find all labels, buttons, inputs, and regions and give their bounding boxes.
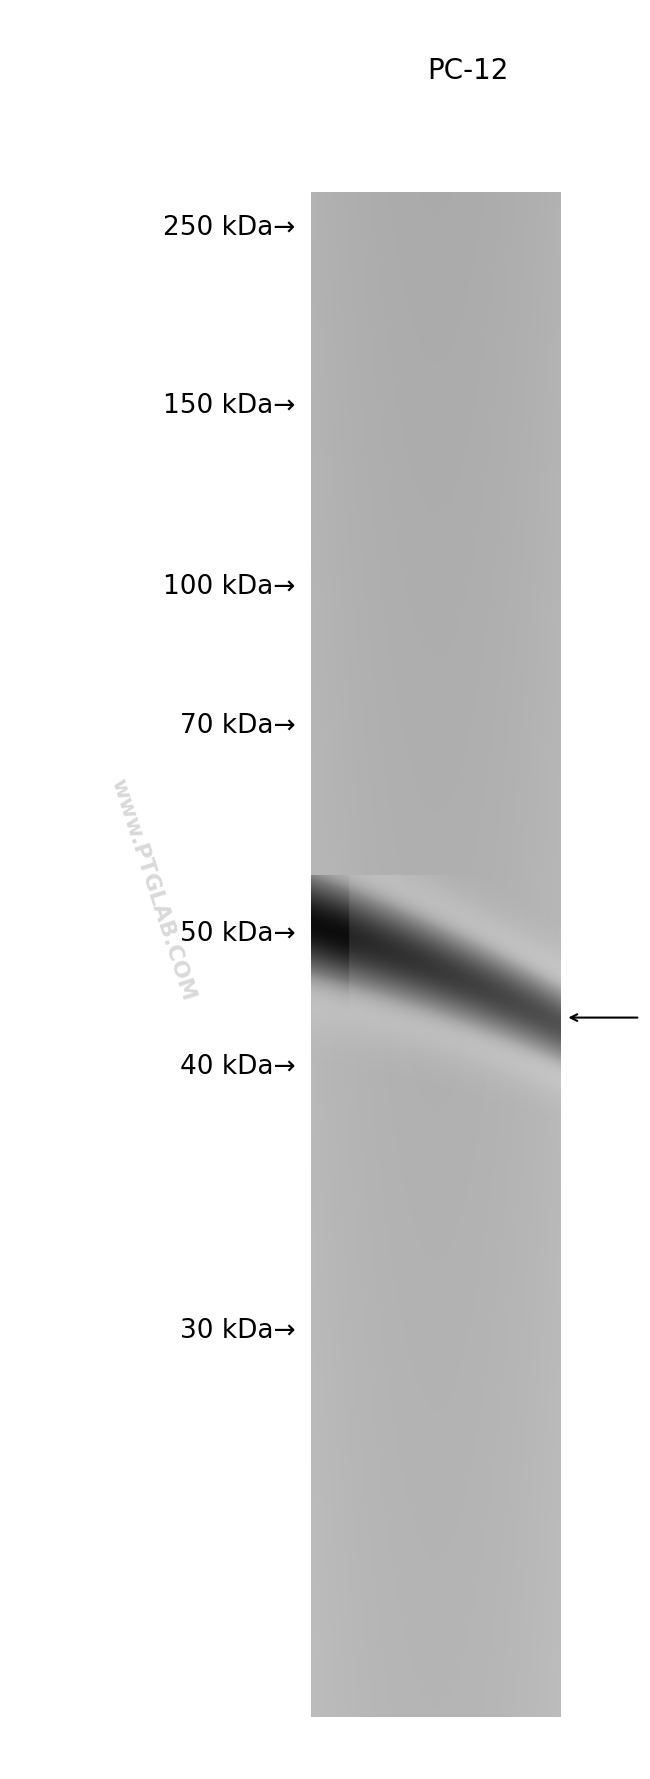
Text: 250 kDa→: 250 kDa→ — [163, 215, 296, 240]
Text: www.PTGLAB.COM: www.PTGLAB.COM — [107, 776, 198, 1003]
Text: 30 kDa→: 30 kDa→ — [180, 1318, 296, 1343]
Text: 100 kDa→: 100 kDa→ — [163, 575, 296, 600]
Text: 150 kDa→: 150 kDa→ — [163, 393, 296, 418]
Text: 40 kDa→: 40 kDa→ — [180, 1055, 296, 1080]
Text: PC-12: PC-12 — [427, 57, 509, 85]
Text: 50 kDa→: 50 kDa→ — [180, 922, 296, 946]
Text: 70 kDa→: 70 kDa→ — [180, 713, 296, 738]
